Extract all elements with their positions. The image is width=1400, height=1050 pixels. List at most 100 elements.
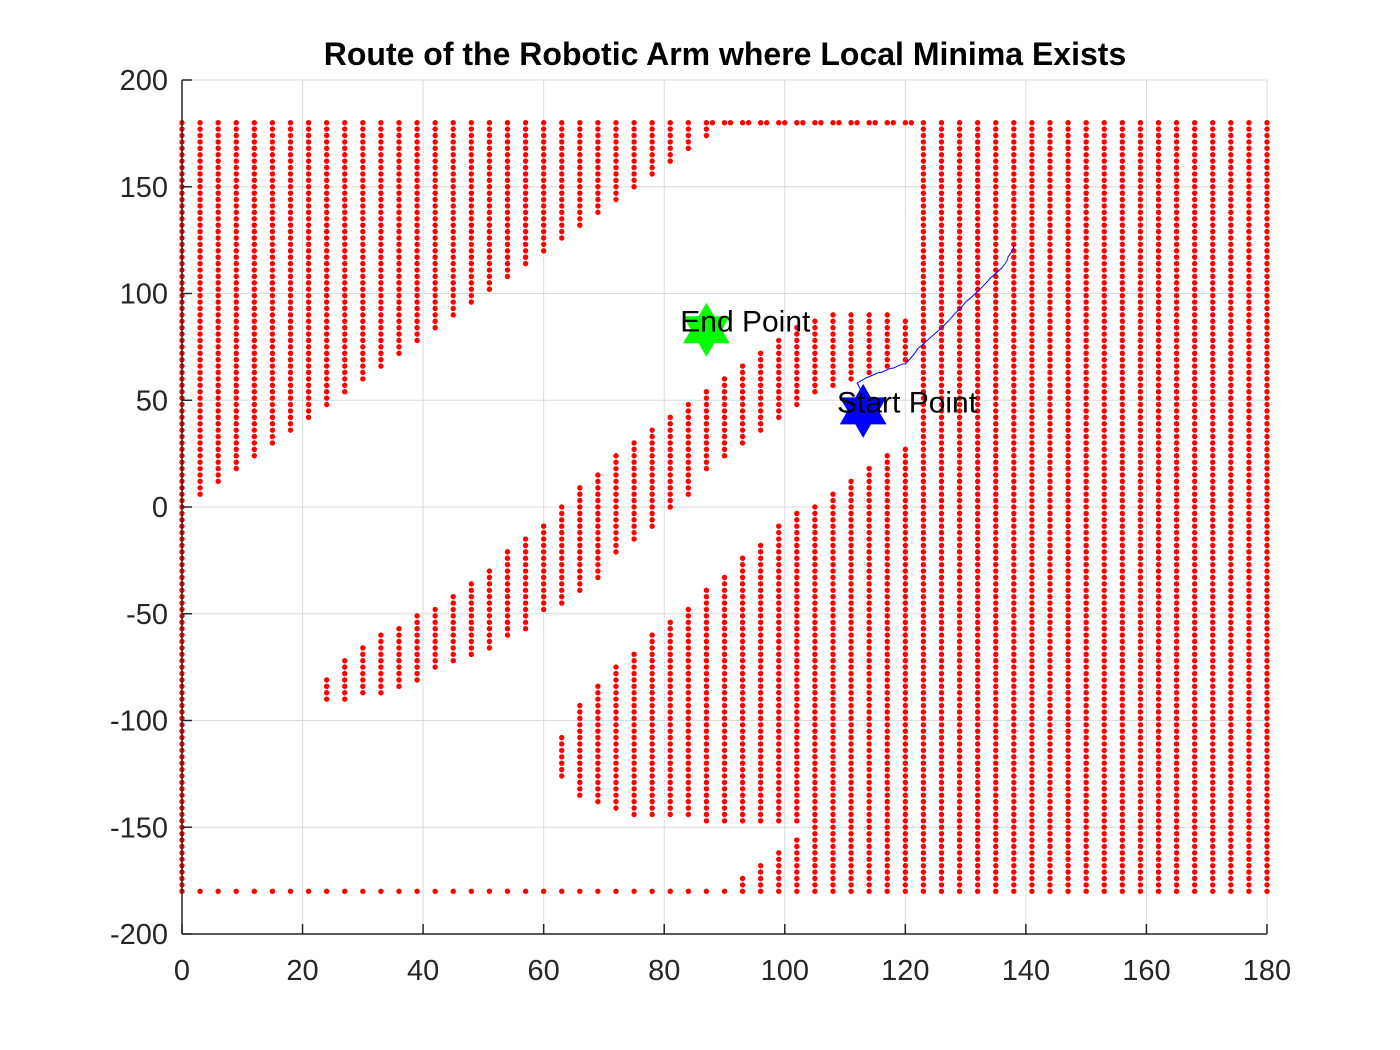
obstacle-point — [721, 786, 728, 792]
obstacle-point — [1101, 126, 1107, 132]
obstacle-point — [1228, 824, 1234, 830]
obstacle-point — [1191, 421, 1198, 427]
y-tick-label: -200 — [110, 919, 168, 951]
obstacle-point — [1173, 606, 1180, 613]
obstacle-point — [685, 459, 692, 465]
obstacle-point — [1083, 190, 1089, 196]
obstacle-point — [631, 152, 637, 158]
obstacle-point — [215, 164, 221, 171]
obstacle-point — [1228, 645, 1234, 651]
obstacle-point — [993, 350, 999, 356]
obstacle-point — [1173, 421, 1180, 427]
obstacle-point — [938, 722, 945, 728]
obstacle-point — [197, 260, 203, 267]
obstacle-point — [1029, 619, 1035, 625]
obstacle-point — [323, 145, 330, 152]
obstacle-point — [703, 632, 710, 638]
obstacle-point — [450, 126, 456, 132]
obstacle-point — [613, 120, 619, 126]
obstacle-point — [1029, 581, 1035, 587]
obstacle-point — [1137, 875, 1144, 882]
obstacle-point — [703, 433, 710, 440]
obstacle-point — [342, 337, 348, 344]
obstacle-point — [993, 318, 999, 324]
obstacle-point — [414, 305, 420, 312]
obstacle-point — [703, 722, 710, 728]
obstacle-point — [1065, 837, 1071, 843]
obstacle-point — [1155, 453, 1162, 459]
obstacle-point — [1155, 260, 1162, 267]
obstacle-point — [1137, 830, 1144, 837]
obstacle-point — [1011, 389, 1017, 395]
obstacle-point — [1083, 690, 1089, 696]
obstacle-point — [540, 561, 547, 568]
obstacle-point — [776, 670, 782, 677]
obstacle-point — [993, 497, 999, 504]
obstacle-point — [378, 248, 384, 254]
obstacle-point — [1264, 651, 1270, 658]
obstacle-point — [1210, 638, 1216, 645]
obstacle-point — [866, 337, 872, 344]
obstacle-point — [956, 664, 963, 670]
obstacle-point — [794, 510, 800, 517]
obstacle-point — [776, 702, 782, 709]
obstacle-point — [956, 248, 963, 254]
obstacle-point — [884, 625, 890, 632]
obstacle-point — [938, 158, 945, 164]
obstacle-point — [1137, 171, 1144, 177]
obstacle-point — [215, 299, 221, 305]
obstacle-point — [1065, 702, 1071, 709]
obstacle-point — [1155, 882, 1162, 888]
obstacle-point — [721, 747, 728, 754]
obstacle-point — [1228, 792, 1234, 798]
obstacle-point — [1029, 440, 1035, 446]
obstacle-point — [1101, 260, 1107, 267]
obstacle-point — [649, 811, 655, 818]
obstacle-point — [450, 228, 456, 235]
obstacle-point — [631, 120, 637, 126]
obstacle-point — [1228, 312, 1234, 318]
obstacle-point — [739, 664, 746, 670]
obstacle-point — [1119, 369, 1126, 376]
obstacle-point — [1155, 690, 1162, 696]
obstacle-point — [1011, 497, 1017, 504]
obstacle-point — [1191, 299, 1198, 305]
obstacle-point — [902, 555, 909, 561]
obstacle-point — [215, 414, 221, 421]
obstacle-point — [595, 734, 601, 741]
obstacle-point — [1155, 760, 1162, 766]
obstacle-point — [1119, 241, 1126, 248]
obstacle-point — [613, 472, 619, 478]
obstacle-point — [197, 421, 203, 427]
obstacle-point — [504, 209, 511, 216]
obstacle-point — [468, 171, 475, 177]
obstacle-point — [1065, 254, 1071, 260]
obstacle-point — [938, 472, 945, 478]
obstacle-point — [667, 158, 673, 164]
obstacle-point — [631, 472, 637, 478]
obstacle-point — [342, 152, 348, 158]
obstacle-point — [342, 267, 348, 273]
obstacle-point — [1228, 600, 1234, 606]
obstacle-point — [378, 632, 384, 638]
obstacle-point — [613, 798, 619, 805]
obstacle-point — [287, 421, 294, 427]
obstacle-point — [613, 722, 619, 728]
obstacle-point — [360, 318, 366, 324]
obstacle-point — [1191, 120, 1198, 126]
obstacle-point — [450, 196, 456, 203]
obstacle-point — [938, 132, 945, 139]
obstacle-point — [577, 568, 583, 574]
obstacle-point — [920, 741, 927, 747]
obstacle-point — [468, 645, 475, 651]
obstacle-point — [848, 715, 854, 722]
obstacle-point — [287, 344, 294, 350]
obstacle-point — [1264, 216, 1270, 222]
obstacle-point — [1155, 209, 1162, 216]
obstacle-point — [1264, 702, 1270, 709]
obstacle-point — [269, 209, 276, 216]
obstacle-point — [649, 465, 655, 472]
obstacle-point — [974, 465, 981, 472]
obstacle-point — [866, 536, 872, 542]
obstacle-point — [305, 120, 312, 126]
